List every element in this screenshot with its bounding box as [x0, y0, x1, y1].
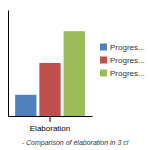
y-axis — [8, 11, 9, 117]
plot: Elaboration — [9, 11, 93, 133]
legend-label: Progres... — [110, 69, 145, 78]
y-axis-line — [8, 11, 9, 117]
x-axis: Elaboration — [9, 116, 93, 133]
bar — [64, 31, 85, 116]
bar — [15, 95, 36, 116]
legend-label: Progres... — [110, 43, 145, 52]
bar — [39, 63, 60, 116]
x-tick-mark — [50, 116, 51, 122]
bars — [15, 31, 85, 116]
legend-swatch — [100, 44, 107, 51]
legend-item: Progres... — [100, 43, 145, 52]
legend: Progres... Progres... Progres... — [100, 43, 145, 78]
legend-item: Progres... — [100, 56, 145, 65]
chart: ElaborationProgres...Progres...Progres..… — [0, 0, 150, 150]
legend-item: Progres... — [100, 69, 145, 78]
x-tick-label: Elaboration — [30, 124, 70, 133]
x-tick: Elaboration — [30, 116, 70, 133]
legend-swatch — [100, 70, 107, 77]
title: - Comparison of elaboration in 3 cl — [22, 139, 129, 147]
legend-swatch — [100, 57, 107, 64]
legend-label: Progres... — [110, 56, 145, 65]
